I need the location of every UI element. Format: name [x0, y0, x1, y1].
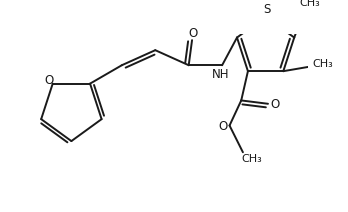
Text: CH₃: CH₃ [312, 60, 333, 70]
Text: S: S [263, 3, 270, 16]
Text: O: O [218, 120, 228, 133]
Text: CH₃: CH₃ [241, 154, 262, 164]
Text: O: O [188, 27, 198, 40]
Text: CH₃: CH₃ [300, 0, 321, 8]
Text: NH: NH [212, 68, 229, 81]
Text: O: O [44, 74, 53, 87]
Text: O: O [270, 98, 279, 111]
